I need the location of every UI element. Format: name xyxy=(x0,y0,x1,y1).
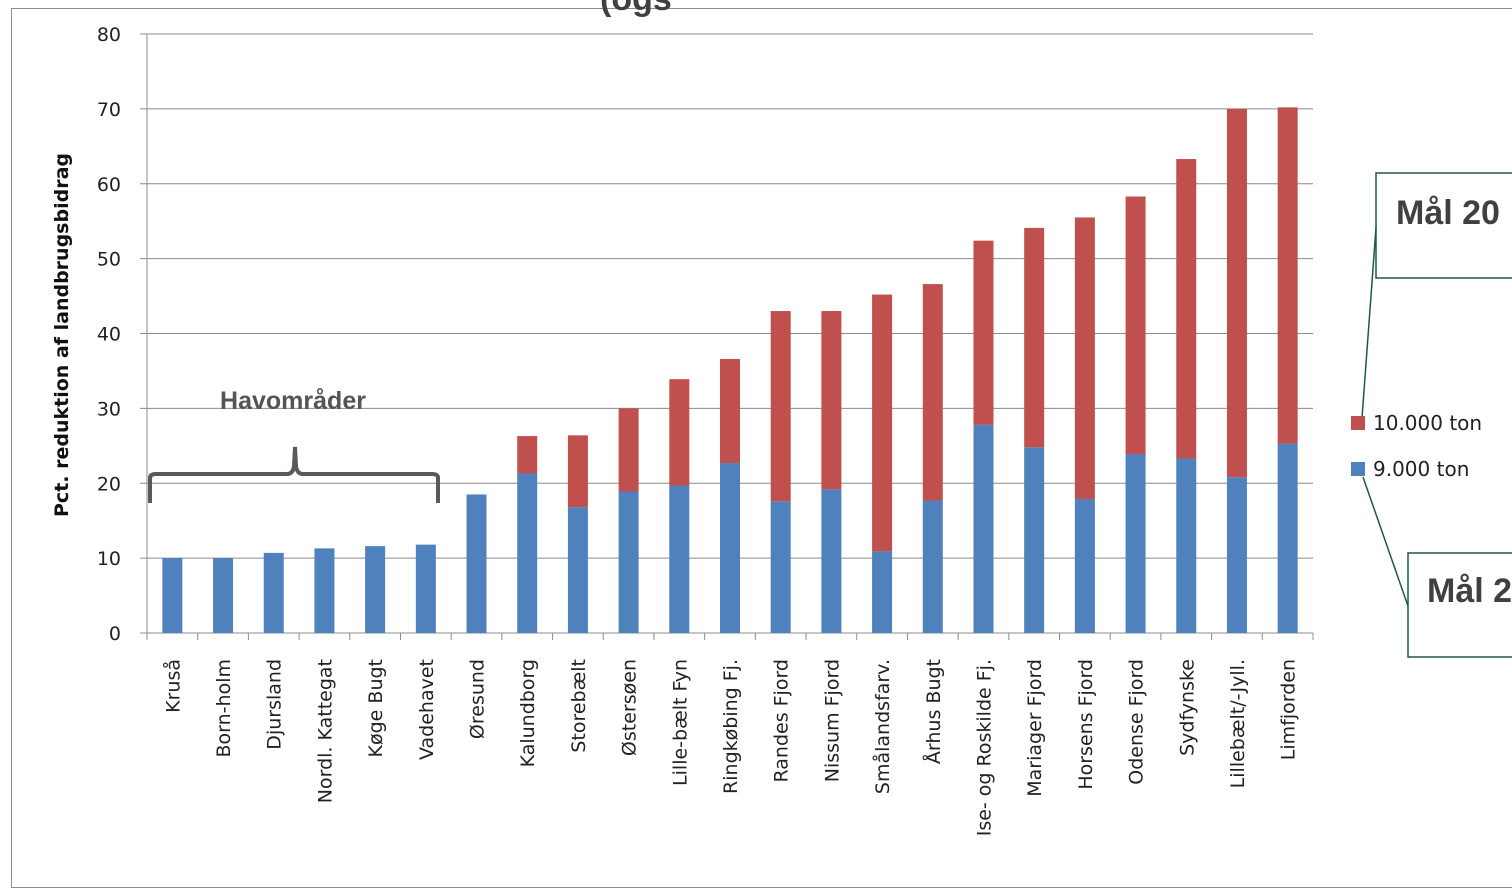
x-tick-label: Storebælt xyxy=(568,659,590,753)
bar-series-9000 xyxy=(922,500,943,633)
bar-series-10000 xyxy=(1176,159,1197,459)
x-tick-label: Lille-bælt Fyn xyxy=(669,659,691,786)
bar-series-10000 xyxy=(1024,227,1045,448)
bar-series-9000 xyxy=(1277,443,1298,633)
goal-box-bottom xyxy=(1407,552,1512,658)
bar-series-9000 xyxy=(213,558,234,633)
x-tick-label: Øresund xyxy=(467,659,489,739)
bar-series-9000 xyxy=(770,501,791,633)
legend-label: 10.000 ton xyxy=(1373,411,1482,435)
bar-series-9000 xyxy=(466,494,487,633)
bar-series-10000 xyxy=(1277,107,1298,444)
y-axis-title: Pct. reduktion af landbrugsbidrag xyxy=(51,153,73,517)
x-tick-label: Århus Bugt xyxy=(922,659,945,764)
bar-series-9000 xyxy=(669,485,690,633)
bar-series-9000 xyxy=(567,507,588,633)
x-tick-label: Nordl. Kattegat xyxy=(314,659,336,803)
x-tick-label: Vadehavet xyxy=(416,659,438,760)
x-tick-label: Kruså xyxy=(161,659,184,713)
bar-series-9000 xyxy=(1226,477,1247,633)
bar-series-9000 xyxy=(872,551,893,633)
goal-connector-bottom xyxy=(1362,476,1409,607)
y-tick-label: 10 xyxy=(97,548,121,570)
x-tick-label: Mariager Fjord xyxy=(1024,659,1046,797)
bar-series-10000 xyxy=(821,311,842,490)
bar-series-10000 xyxy=(770,311,791,502)
bar-series-10000 xyxy=(872,294,893,552)
x-tick-label: Limfjorden xyxy=(1278,659,1300,760)
bar-series-9000 xyxy=(162,558,183,633)
havomrader-bracket xyxy=(148,446,440,503)
y-tick-label: 20 xyxy=(97,473,121,495)
legend-swatch xyxy=(1351,416,1365,430)
x-tick-label: Randes Fjord xyxy=(771,659,793,783)
bar-series-9000 xyxy=(1176,458,1197,633)
bar-series-10000 xyxy=(618,408,639,492)
y-tick-label: 80 xyxy=(97,24,121,46)
x-tick-label: Born-holm xyxy=(213,659,235,758)
legend: 10.000 ton 9.000 ton xyxy=(1351,411,1482,481)
x-tick-label: Østersøen xyxy=(619,659,641,756)
x-tick-label: Horsens Fjord xyxy=(1075,659,1097,790)
bar-layer xyxy=(162,107,1298,633)
legend-swatch xyxy=(1351,462,1365,476)
x-tick-label: Ringkøbing Fj. xyxy=(720,659,742,794)
x-tick-label: Odense Fjord xyxy=(1126,659,1148,785)
x-tick-label: Djursland xyxy=(264,659,286,750)
bar-series-9000 xyxy=(517,473,538,633)
bar-series-9000 xyxy=(618,491,639,633)
goal-box-top xyxy=(1375,172,1512,279)
y-tick-label: 60 xyxy=(97,174,121,196)
x-tick-labels: Kruså Born-holm Djursland Nordl. Kattegat Kø… xyxy=(161,659,1299,836)
bar-series-9000 xyxy=(263,552,284,633)
bar-series-10000 xyxy=(669,379,690,486)
y-tick-label: 70 xyxy=(97,99,121,121)
bar-series-9000 xyxy=(1024,447,1045,633)
bar-series-9000 xyxy=(415,544,436,633)
bar-series-9000 xyxy=(314,548,335,633)
bar-series-9000 xyxy=(1125,454,1146,633)
bar-series-9000 xyxy=(821,489,842,633)
x-tick-label: Lillebælt/-Jyll. xyxy=(1227,659,1249,788)
chart-title-fragment: (ogs xyxy=(600,0,672,18)
bar-series-9000 xyxy=(720,463,740,633)
goal-box-bottom-label: Mål 2 xyxy=(1427,572,1512,610)
bar-series-9000 xyxy=(365,546,386,633)
bar-series-9000 xyxy=(973,424,994,633)
bar-series-10000 xyxy=(1074,217,1095,499)
bar-series-10000 xyxy=(567,435,588,508)
bar-series-10000 xyxy=(517,436,538,474)
x-tick-label: Kalundborg xyxy=(517,659,539,767)
y-tick-label: 40 xyxy=(97,324,121,346)
bar-series-10000 xyxy=(922,284,943,501)
axis-layer: 0 10 20 30 40 50 60 70 80 xyxy=(97,24,1314,645)
bar-series-9000 xyxy=(1074,498,1095,633)
x-tick-label: Smålandsfarv. xyxy=(871,659,894,794)
y-tick-label: 30 xyxy=(97,398,121,420)
x-tick-label: Ise- og Roskilde Fj. xyxy=(973,659,995,836)
bar-series-10000 xyxy=(1226,108,1247,478)
bar-series-10000 xyxy=(973,240,994,425)
y-tick-label: 50 xyxy=(97,249,121,271)
grid-layer xyxy=(147,33,1313,559)
havomrader-label: Havområder xyxy=(220,387,366,415)
x-tick-label: Sydfynske xyxy=(1176,659,1198,756)
x-tick-label: Køge Bugt xyxy=(365,659,387,757)
bar-series-10000 xyxy=(720,358,740,464)
goal-box-top-label: Mål 20 xyxy=(1396,194,1500,232)
y-tick-label: 0 xyxy=(109,623,121,645)
x-tick-label: Nissum Fjord xyxy=(821,659,843,782)
bar-series-10000 xyxy=(1125,196,1146,455)
goal-connector-top xyxy=(1361,227,1377,419)
legend-label: 9.000 ton xyxy=(1373,457,1469,481)
